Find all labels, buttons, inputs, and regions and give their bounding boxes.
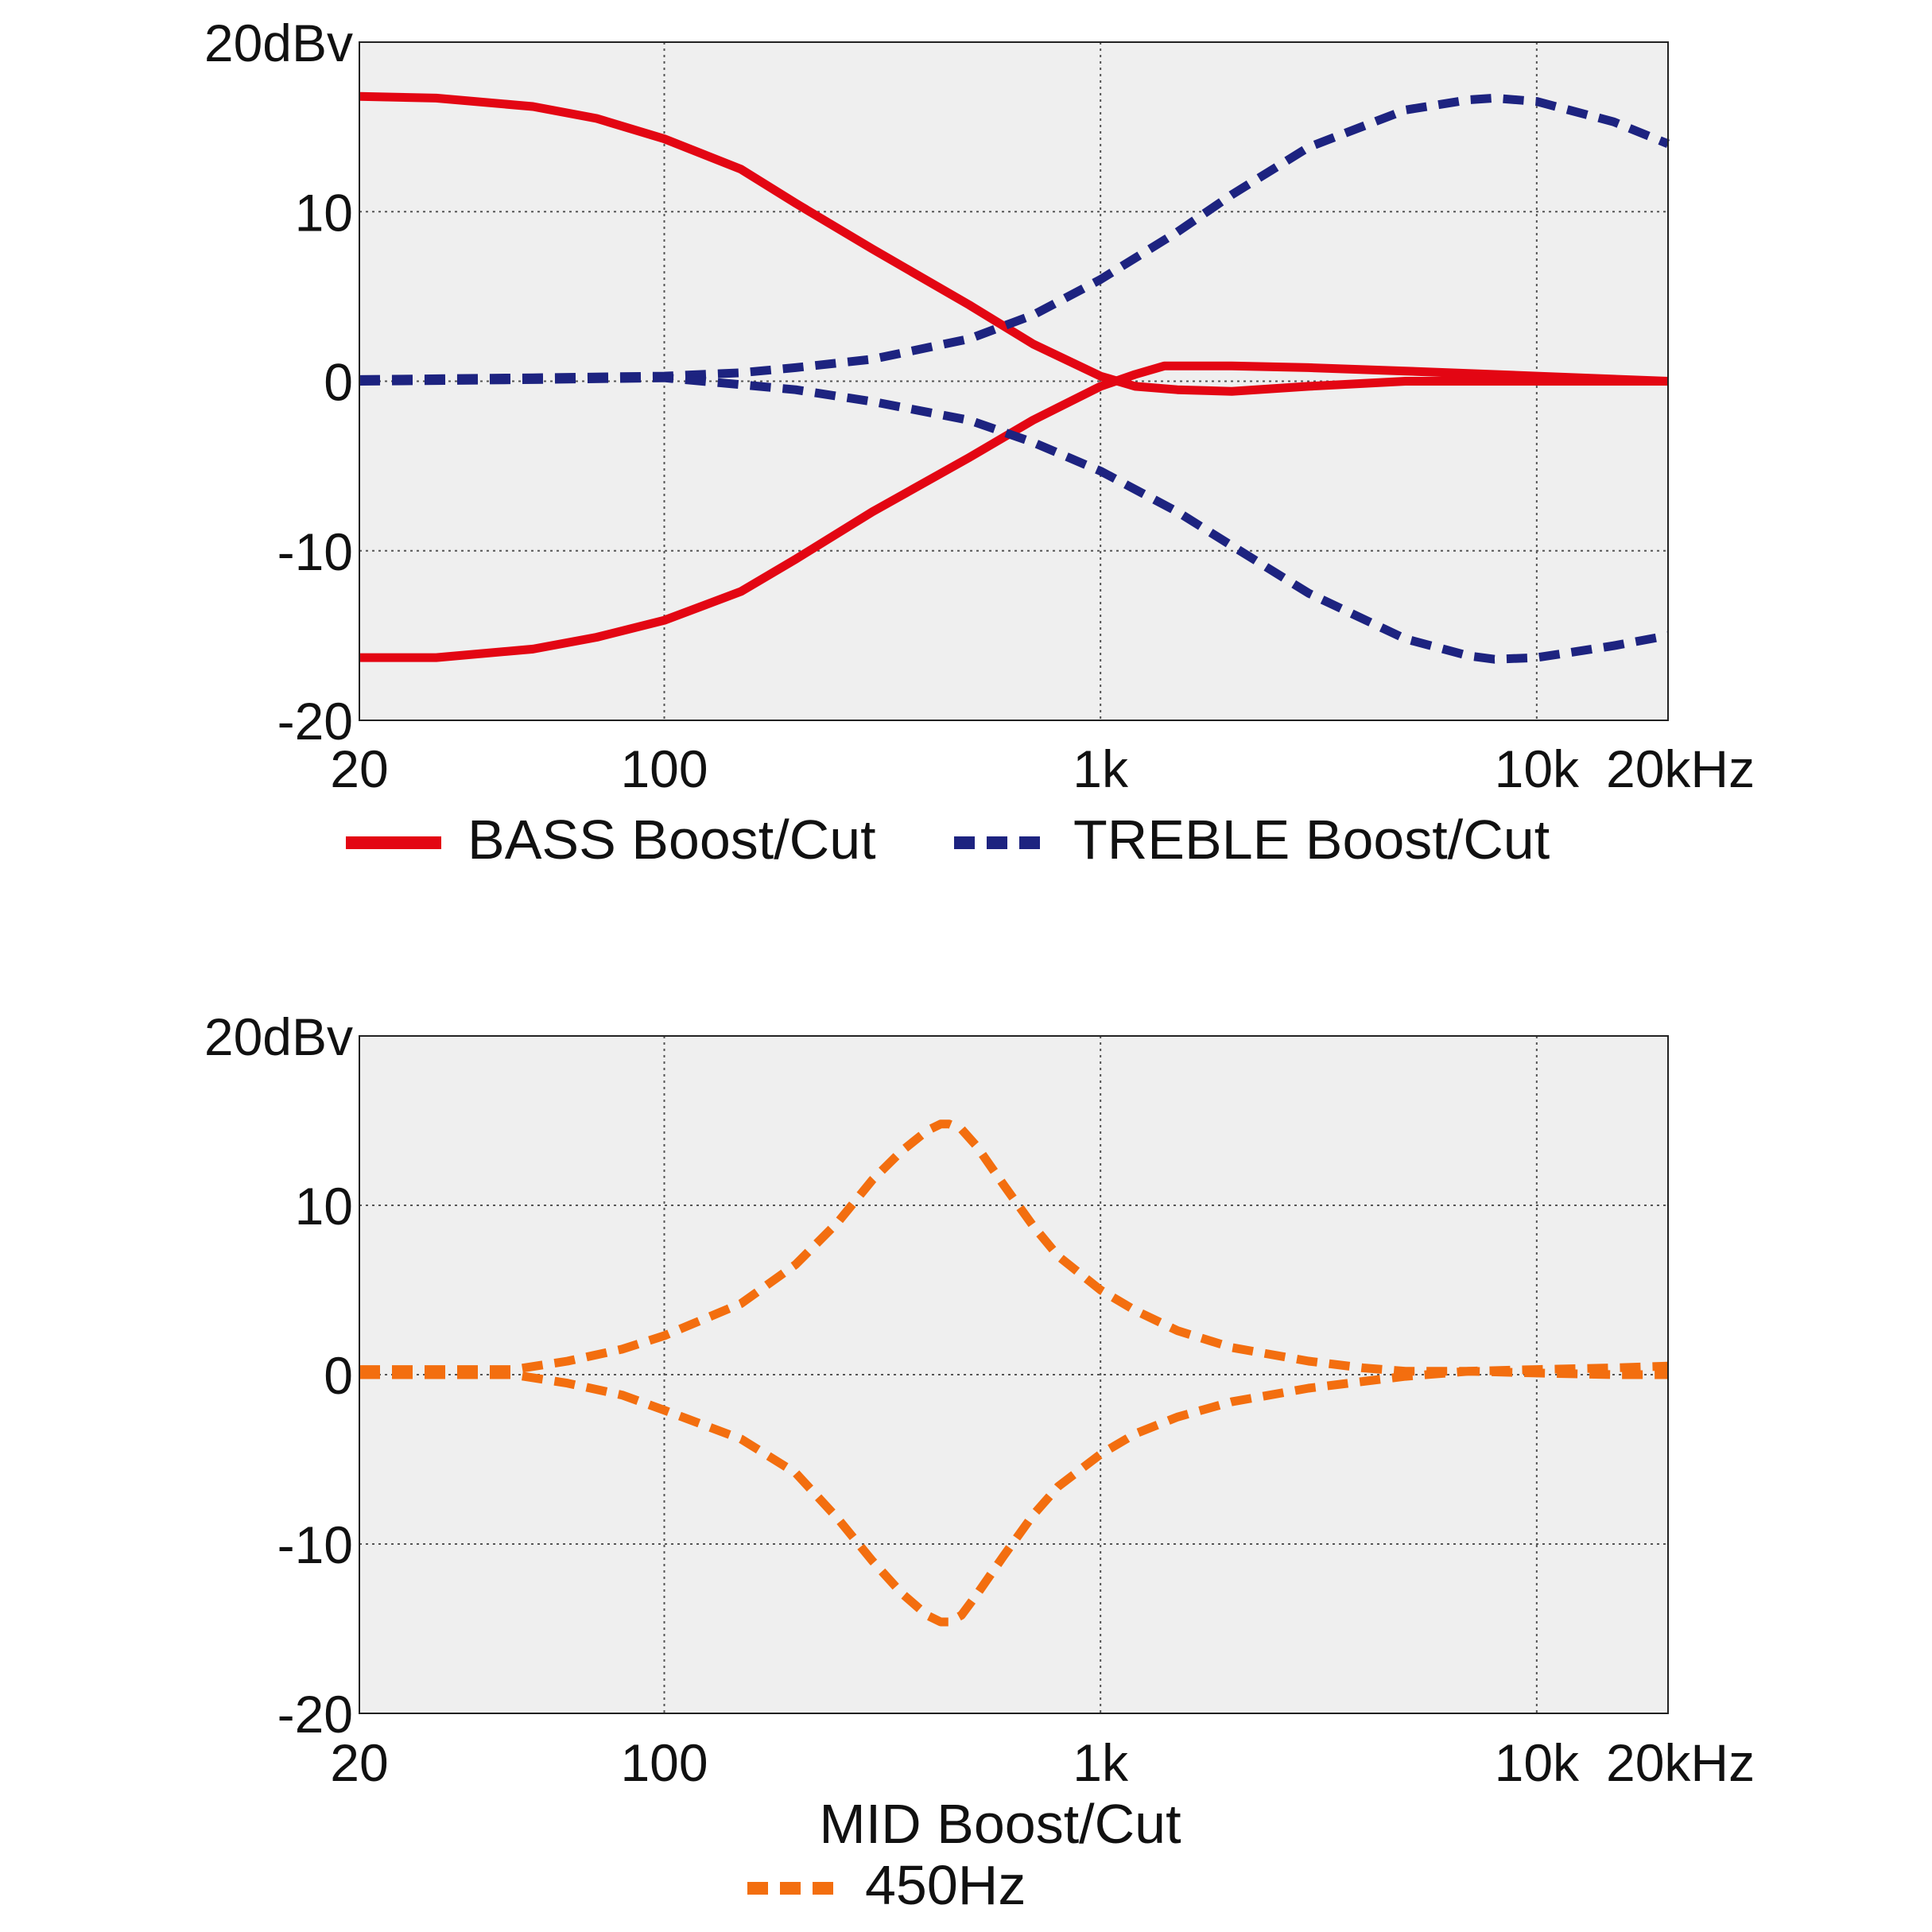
series-line-450hz-1 xyxy=(359,1361,1669,1627)
y-tick-label: 10 xyxy=(295,1177,353,1236)
y-tick-label: 20dBv xyxy=(204,1007,353,1066)
series-line-bass-boost-cut-1 xyxy=(359,361,1669,662)
y-tick-label: 20dBv xyxy=(204,14,353,72)
series-line-treble-boost-cut-3 xyxy=(359,373,1670,664)
x-tick-label: 100 xyxy=(620,739,708,798)
x-tick-label: 20 xyxy=(330,739,388,798)
x-tick-label: 1k xyxy=(1073,1733,1129,1792)
plot-frame xyxy=(359,1035,1669,1714)
y-tick-label: -20 xyxy=(277,1685,353,1744)
chart-caption: MID Boost/Cut xyxy=(819,1793,1181,1855)
x-tick-label: 20 xyxy=(330,1733,388,1792)
y-tick-label: -10 xyxy=(277,522,353,581)
y-tick-label: -10 xyxy=(277,1515,353,1574)
legend-label: 450Hz xyxy=(865,1854,1026,1916)
y-tick-label: 10 xyxy=(295,183,353,242)
x-tick-label: 20kHz xyxy=(1606,1733,1755,1792)
plot-frame xyxy=(359,41,1669,721)
y-tick-label: 0 xyxy=(324,1346,353,1405)
x-tick-label: 20kHz xyxy=(1606,739,1755,798)
x-tick-label: 10k xyxy=(1495,739,1580,798)
x-tick-label: 100 xyxy=(620,1733,708,1792)
legend-label: TREBLE Boost/Cut xyxy=(1073,809,1550,871)
x-tick-label: 1k xyxy=(1073,739,1129,798)
y-tick-label: 0 xyxy=(324,353,353,412)
y-tick-label: -20 xyxy=(277,692,353,751)
series-line-bass-boost-cut-0 xyxy=(359,91,1668,396)
x-tick-label: 10k xyxy=(1495,1733,1580,1792)
series-line-treble-boost-cut-2 xyxy=(359,93,1670,384)
legend-label: BASS Boost/Cut xyxy=(467,809,876,871)
series-line-450hz-0 xyxy=(359,1119,1668,1379)
